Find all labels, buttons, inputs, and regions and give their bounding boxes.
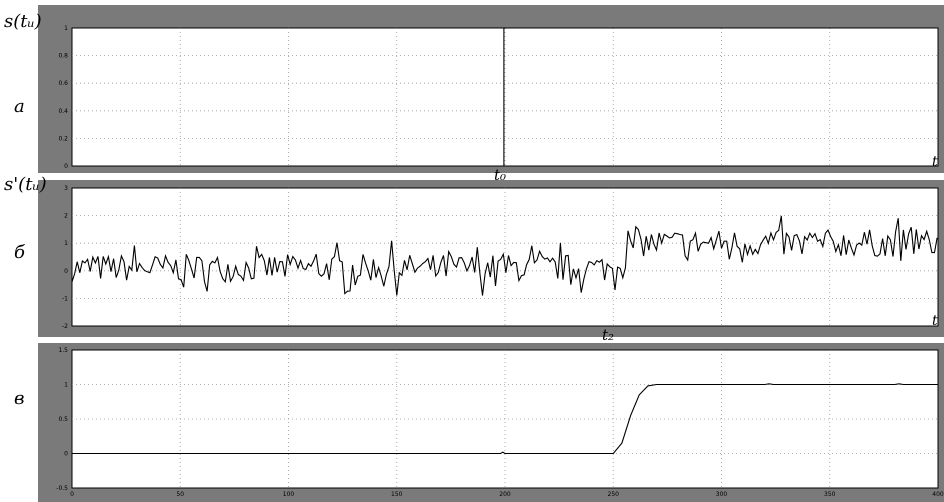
y-tick-label: 0 [64,163,68,170]
x-tick-label: 150 [391,491,403,498]
series-line [71,215,938,296]
y-tick-label: -2 [62,323,68,330]
x-tick-label: 300 [716,491,728,498]
y-tick-label: -1 [62,295,68,302]
y-tick-label: 1 [64,382,68,389]
x-tick-label: 400 [932,491,944,498]
x-tick-label: 100 [283,491,295,498]
y-tick-label: 0 [64,268,68,275]
x-tick-label: 0 [70,491,74,498]
panel-b-marker-label: t₂ [602,326,614,344]
y-tick-label: 0.8 [58,53,68,60]
y-tick-label: -0.5 [56,485,68,492]
y-tick-label: 1.5 [58,347,68,354]
data-series [71,27,938,455]
y-tick-label: 0.6 [58,80,68,87]
x-tick-label: 50 [176,491,184,498]
panel-c-label: в [14,388,24,409]
x-tick-label: 350 [824,491,836,498]
panel-a-x-end-label: t [932,154,938,170]
panel-a-marker-label: t₀ [494,166,506,184]
series-line [72,383,938,455]
y-tick-label: 1 [64,25,68,32]
panel-a-axes [71,27,939,167]
panel-b-ylabel: s'(tᵤ) [4,174,47,195]
y-tick-label: 1 [64,240,68,247]
y-tick-label: 0.4 [58,108,68,115]
x-tick-label: 200 [499,491,511,498]
panel-a-ylabel: s(tᵤ) [4,11,42,32]
y-tick-label: 0.5 [58,416,68,423]
y-tick-label: 0.2 [58,135,68,142]
x-tick-label: 250 [608,491,620,498]
y-tick-label: 3 [64,185,68,192]
y-tick-label: 0 [64,451,68,458]
panel-b-label: б [14,242,26,263]
panel-a-label: a [14,96,25,117]
panel-b-x-end-label: t [932,313,938,329]
series-line [72,27,938,167]
y-tick-label: 2 [64,213,68,220]
